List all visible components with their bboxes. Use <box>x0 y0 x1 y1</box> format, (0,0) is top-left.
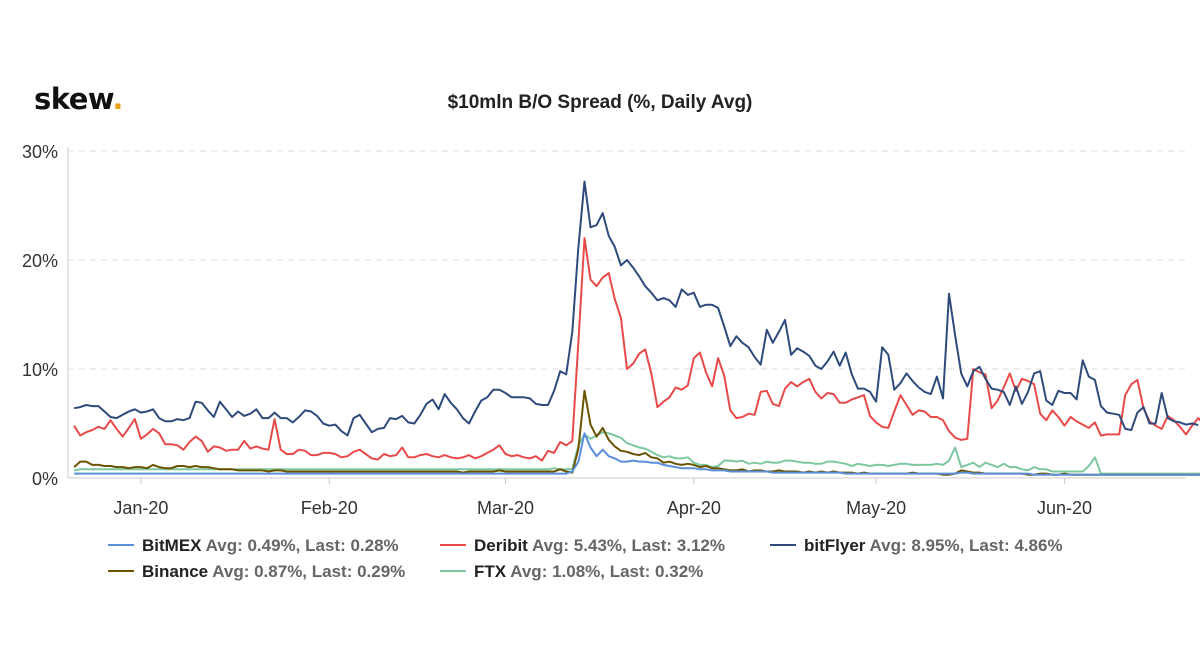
chart-title: $10mln B/O Spread (%, Daily Avg) <box>447 92 753 113</box>
legend-stats-bitmex: Avg: 0.49%, Last: 0.28% <box>205 536 399 555</box>
legend-swatch-bitflyer <box>770 543 796 546</box>
y-tick-label: 10% <box>22 360 58 380</box>
legend-stats-ftx: Avg: 1.08%, Last: 0.32% <box>510 562 704 581</box>
legend-row-1: BitMEX Avg: 0.49%, Last: 0.28% Deribit A… <box>0 536 1200 562</box>
x-tick-label: Jan-20 <box>113 498 168 518</box>
legend-row-2: Binance Avg: 0.87%, Last: 0.29% FTX Avg:… <box>0 562 1200 588</box>
legend-swatch-binance <box>108 569 134 572</box>
legend: BitMEX Avg: 0.49%, Last: 0.28% Deribit A… <box>0 536 1200 588</box>
x-tick-label: Jun-20 <box>1037 498 1092 518</box>
legend-item-bitmex[interactable]: BitMEX Avg: 0.49%, Last: 0.28% <box>108 536 399 556</box>
legend-stats-binance: Avg: 0.87%, Last: 0.29% <box>212 562 406 581</box>
y-tick-label: 30% <box>22 142 58 162</box>
series-line-ftx <box>73 431 1200 475</box>
brand-dot: . <box>112 82 123 116</box>
x-tick-label: Apr-20 <box>667 498 721 518</box>
legend-item-deribit[interactable]: Deribit Avg: 5.43%, Last: 3.12% <box>440 536 725 556</box>
legend-stats-bitflyer: Avg: 8.95%, Last: 4.86% <box>869 536 1063 555</box>
brand-name: skew <box>34 82 113 116</box>
legend-stats-deribit: Avg: 5.43%, Last: 3.12% <box>531 536 725 555</box>
x-tick-label: Mar-20 <box>477 498 534 518</box>
legend-name-deribit: Deribit <box>474 536 528 555</box>
legend-name-bitflyer: bitFlyer <box>804 536 866 555</box>
legend-name-ftx: FTX <box>474 562 507 581</box>
brand-logo: skew. <box>34 82 123 116</box>
series-line-bitmex <box>74 432 1200 476</box>
x-tick-label: Feb-20 <box>301 498 358 518</box>
x-tick-label: May-20 <box>846 498 906 518</box>
legend-swatch-deribit <box>440 543 466 546</box>
series-line-bitflyer <box>73 180 1199 437</box>
legend-name-binance: Binance <box>142 562 209 581</box>
legend-swatch-ftx <box>440 569 466 572</box>
series-line-deribit <box>73 237 1200 462</box>
y-tick-label: 20% <box>22 251 58 271</box>
legend-item-binance[interactable]: Binance Avg: 0.87%, Last: 0.29% <box>108 562 405 582</box>
legend-name-bitmex: BitMEX <box>142 536 202 555</box>
legend-item-ftx[interactable]: FTX Avg: 1.08%, Last: 0.32% <box>440 562 703 582</box>
legend-item-bitflyer[interactable]: bitFlyer Avg: 8.95%, Last: 4.86% <box>770 536 1063 556</box>
axes: 0% 10% 20% 30% Jan-20 Feb-20 Mar-20 Apr-20 May-2… <box>22 142 1186 518</box>
y-tick-label: 0% <box>32 469 58 489</box>
legend-swatch-bitmex <box>108 543 134 546</box>
series-lines <box>73 180 1200 476</box>
